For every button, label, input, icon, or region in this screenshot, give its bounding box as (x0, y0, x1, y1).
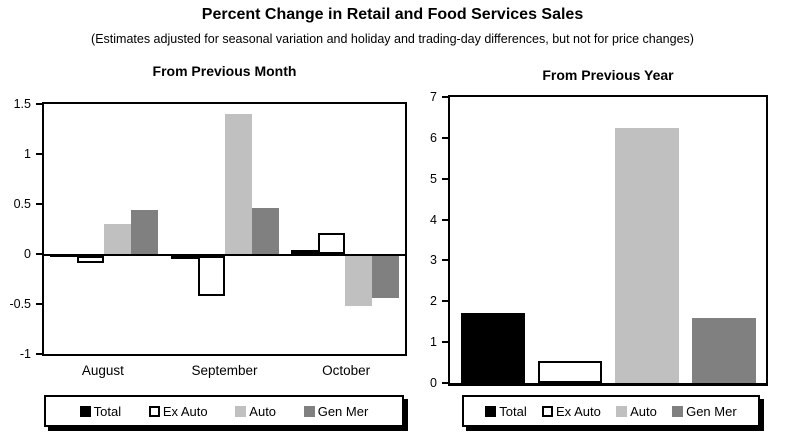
x-label-august: August (81, 363, 124, 378)
y-tick-label: 1 (430, 335, 437, 349)
page-title: Percent Change in Retail and Food Servic… (201, 6, 584, 23)
legend-label: Gen Mer (686, 403, 737, 419)
chart-from-previous-year: From Previous Year 7 6 5 4 3 2 1 0 Total Ex Auto… (420, 60, 785, 438)
bar-september-auto (225, 114, 252, 254)
legend-label: Total (93, 403, 122, 419)
legend-swatch-total (485, 405, 497, 417)
x-axis-labels: August September October (42, 363, 407, 378)
y-tick-label: -0.5 (9, 297, 31, 311)
y-tick-label: 6 (430, 131, 437, 145)
bar-october-gen-mer (372, 256, 399, 298)
legend: Total Ex Auto Auto Gen Mer (44, 395, 404, 427)
y-tick-label: 3 (430, 253, 437, 267)
y-axis: 7 6 5 4 3 2 1 0 (420, 90, 448, 390)
legend-label: Ex Auto (162, 403, 208, 419)
legend-swatch-gen-mer (672, 405, 684, 417)
y-tick-label: 0.5 (13, 197, 31, 211)
y-tick-label: 2 (430, 294, 437, 308)
y-tick-mark (36, 253, 42, 255)
bar-september-total (171, 256, 198, 259)
y-tick-mark (36, 103, 42, 105)
legend-swatch-ex-auto (542, 405, 553, 417)
legend-label: Auto (249, 403, 277, 419)
y-tick-label: 5 (430, 172, 437, 186)
y-tick-mark (442, 259, 448, 261)
y-tick-mark (36, 303, 42, 305)
bar-auto (615, 128, 679, 383)
y-tick-label: -1 (19, 347, 31, 361)
legend-label: Total (499, 403, 527, 419)
y-tick-label: 1 (24, 147, 31, 161)
bar-october-auto (345, 256, 372, 306)
legend-item-ex-auto: Ex Auto (148, 403, 208, 419)
bar-september-ex-auto (198, 256, 225, 296)
legend-swatch-ex-auto (148, 405, 160, 417)
legend-item-total: Total (79, 403, 122, 419)
legend-item-gen-mer: Gen Mer (303, 403, 369, 419)
page-subtitle: (Estimates adjusted for seasonal variati… (91, 32, 694, 46)
bar-october-total (291, 250, 318, 254)
plot-area (448, 95, 768, 386)
y-tick-mark (36, 353, 42, 355)
y-tick-mark (442, 382, 448, 384)
plot-area (42, 102, 407, 356)
bar-august-gen-mer (131, 210, 158, 254)
bar-gen-mer (692, 318, 756, 383)
legend-item-ex-auto: Ex Auto (542, 404, 601, 419)
bar-total (461, 313, 525, 383)
legend-item-auto: Auto (235, 404, 276, 419)
legend-swatch-auto (235, 405, 247, 417)
legend-swatch-total (79, 405, 91, 417)
legend-item-gen-mer: Gen Mer (672, 404, 737, 419)
bar-september-gen-mer (252, 208, 279, 254)
legend: Total Ex Auto Auto Gen Mer (462, 395, 760, 427)
y-tick-label: 1.5 (13, 97, 31, 111)
chart-from-previous-month: From Previous Month 1.5 1 0.5 0 -0.5 -1 Augus… (0, 60, 420, 438)
y-axis: 1.5 1 0.5 0 -0.5 -1 (0, 97, 42, 361)
y-tick-mark (36, 203, 42, 205)
bar-august-total (50, 256, 77, 257)
x-label-september: September (191, 363, 258, 378)
bar-august-auto (104, 224, 131, 254)
y-tick-label: 0 (24, 247, 31, 261)
y-tick-mark (442, 341, 448, 343)
y-tick-label: 7 (430, 90, 437, 104)
bar-august-ex-auto (77, 256, 104, 263)
y-tick-mark (442, 300, 448, 302)
y-tick-mark (442, 137, 448, 139)
legend-swatch-auto (616, 405, 628, 417)
y-tick-mark (442, 178, 448, 180)
legend-swatch-gen-mer (303, 405, 315, 417)
y-tick-mark (442, 96, 448, 98)
bar-october-ex-auto (318, 233, 345, 254)
legend-item-total: Total (485, 403, 527, 419)
x-label-october: October (322, 363, 371, 378)
chart-title: From Previous Month (152, 63, 297, 79)
y-tick-label: 4 (430, 213, 437, 227)
y-tick-mark (442, 219, 448, 221)
bar-ex-auto (538, 361, 602, 383)
legend-label: Ex Auto (556, 403, 601, 419)
legend-label: Gen Mer (317, 403, 369, 419)
y-tick-label: 0 (430, 376, 437, 390)
chart-title: From Previous Year (542, 67, 674, 83)
y-tick-mark (36, 153, 42, 155)
legend-label: Auto (630, 403, 657, 419)
zero-axis-line (44, 254, 405, 256)
legend-item-auto: Auto (616, 404, 657, 419)
